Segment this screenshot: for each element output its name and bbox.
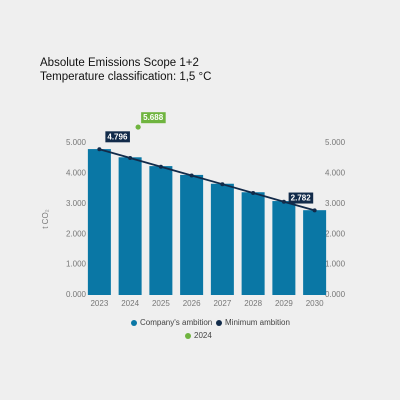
x-tick-label: 2028 [244, 299, 262, 308]
x-tick-label: 2029 [275, 299, 293, 308]
bar [118, 157, 142, 295]
x-tick-label: 2026 [183, 299, 201, 308]
x-tick-label: 2030 [306, 299, 324, 308]
legend-marker [131, 320, 137, 326]
line-point [158, 164, 163, 169]
line-point [251, 190, 256, 195]
legend-label: Company's ambition [140, 318, 212, 327]
data-label-box [141, 112, 166, 124]
line-point [128, 155, 133, 160]
bar [272, 201, 296, 295]
line-point [189, 173, 194, 178]
x-tick-label: 2023 [90, 299, 108, 308]
y-tick-label: 2.000 [66, 229, 87, 238]
line-point [281, 199, 286, 204]
data-label: 2.782 [291, 194, 312, 203]
y2-tick-label: 4.000 [325, 169, 346, 178]
line [99, 148, 315, 212]
bar [87, 149, 111, 295]
y-tick-label: 0.000 [66, 290, 87, 299]
legend-marker [185, 333, 191, 339]
y-tick-label: 4.000 [66, 169, 87, 178]
y2-tick-label: 5.000 [325, 138, 346, 147]
line-point [97, 147, 102, 152]
line-point [220, 182, 225, 187]
bar [210, 183, 234, 295]
bar [180, 174, 204, 295]
x-tick-label: 2027 [213, 299, 231, 308]
legend-marker [216, 320, 222, 326]
y-tick-label: 5.000 [66, 138, 87, 147]
chart-title: Absolute Emissions Scope 1+2 [40, 57, 199, 69]
y2-tick-label: 0.000 [325, 290, 346, 299]
scatter-point [135, 124, 141, 130]
line-point [312, 208, 317, 213]
bar [241, 192, 265, 295]
y-axis-label: t CO₂ [41, 209, 50, 229]
bar [303, 210, 327, 295]
x-tick-label: 2025 [152, 299, 170, 308]
data-label-box [288, 192, 314, 204]
legend-label: 2024 [194, 331, 212, 340]
y2-tick-label: 3.000 [325, 199, 346, 208]
chart-subtitle: Temperature classification: 1,5 °C [40, 71, 211, 83]
x-tick-label: 2024 [121, 299, 139, 308]
y2-tick-label: 2.000 [325, 229, 346, 238]
legend-label: Minimum ambition [225, 318, 290, 327]
y2-tick-label: 1.000 [325, 260, 346, 269]
data-label: 5.688 [143, 113, 164, 122]
y-tick-label: 1.000 [66, 260, 87, 269]
bar [149, 166, 173, 295]
y-tick-label: 3.000 [66, 199, 87, 208]
data-label: 4.796 [107, 132, 128, 141]
data-label-box [105, 131, 130, 143]
